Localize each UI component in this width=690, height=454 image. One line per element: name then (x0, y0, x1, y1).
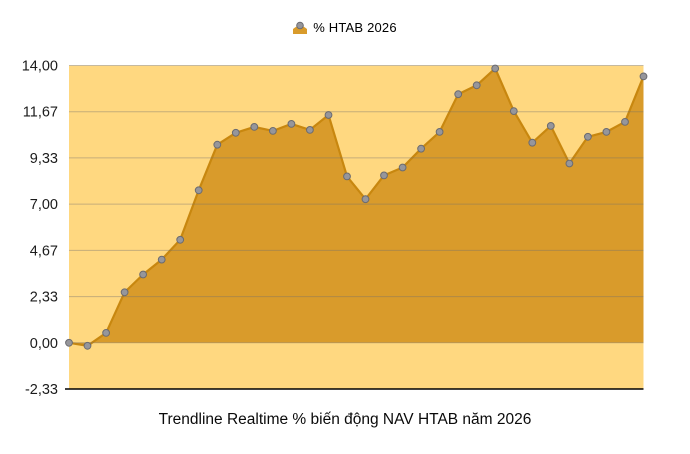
data-point-marker (398, 163, 407, 172)
data-point-marker (528, 138, 537, 147)
y-axis-tick-label: 14,00 (22, 59, 58, 75)
legend-swatch-point-icon (296, 21, 304, 30)
data-point-marker (213, 140, 222, 149)
y-axis-tick-label: 2,33 (30, 290, 58, 306)
data-point-marker (269, 126, 277, 135)
legend-swatch-area-shape (293, 25, 308, 34)
data-point-marker (417, 144, 426, 153)
data-point-marker (194, 186, 203, 195)
y-axis-tick-label: 9,33 (30, 151, 58, 167)
data-point-marker (509, 107, 518, 115)
area-series-fill (69, 68, 644, 346)
data-point-marker (584, 132, 592, 141)
data-point-marker (621, 118, 629, 126)
data-point-marker (287, 120, 296, 128)
data-point-marker (157, 255, 166, 264)
data-point-marker (491, 64, 500, 73)
data-point-marker (250, 123, 259, 131)
data-point-marker (324, 111, 333, 119)
data-point-marker (361, 195, 370, 204)
data-point-marker (139, 270, 148, 279)
data-point-marker (602, 128, 611, 136)
y-axis-tick-label: 7,00 (30, 197, 58, 213)
data-point-marker (435, 128, 444, 136)
y-axis-tick-label: 4,67 (30, 243, 58, 259)
data-point-marker (380, 171, 388, 180)
legend-area-swatch-icon (293, 21, 308, 34)
y-axis-tick-label: -2,33 (25, 382, 58, 398)
chart-legend: % HTAB 2026 (0, 20, 690, 35)
data-point-marker (454, 90, 463, 99)
y-axis-tick-label: 0,00 (30, 336, 58, 352)
area-series-line (67, 67, 645, 347)
data-point-marker (472, 81, 481, 90)
y-axis-tick-label: 11,67 (23, 105, 58, 121)
data-point-marker (546, 122, 555, 130)
data-point-marker (120, 288, 129, 297)
chart-canvas: 14,00 11,67 9,33 7,00 4,67 2,33 0,00 -2,33 (22, 59, 648, 398)
data-point-marker (102, 329, 110, 337)
data-point-marker (231, 128, 240, 137)
chart-title: Trendline Realtime % biến động NAV HTAB … (158, 411, 532, 428)
data-point-marker (306, 125, 314, 134)
data-point-marker (343, 172, 351, 181)
data-point-marker (639, 72, 648, 81)
data-point-marker (65, 338, 73, 347)
legend-label: % HTAB 2026 (313, 20, 397, 35)
data-point-marker (565, 159, 574, 168)
data-point-marker (83, 341, 92, 350)
data-point-marker (176, 235, 185, 244)
